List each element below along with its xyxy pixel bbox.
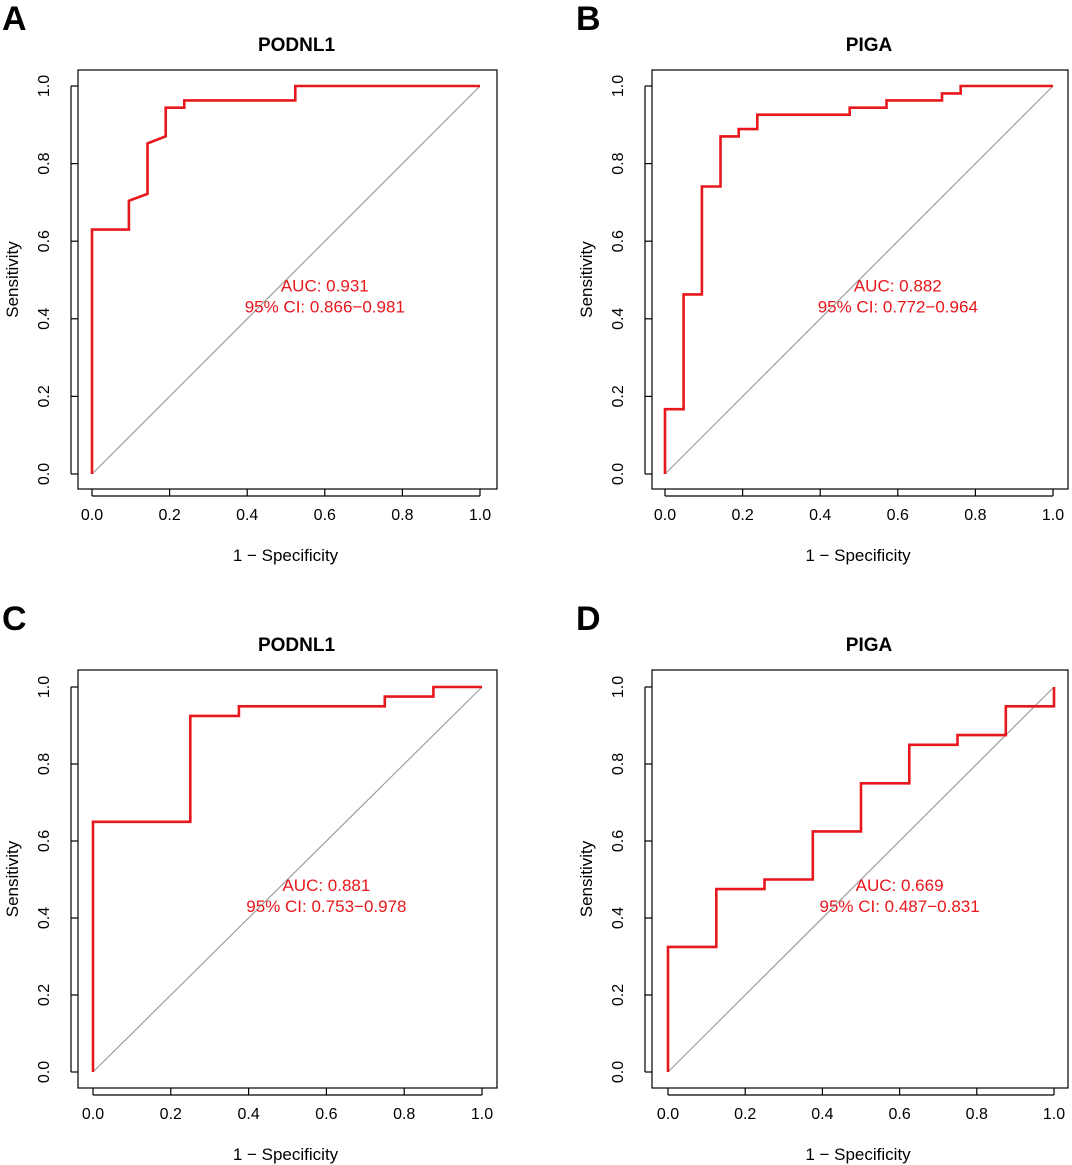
x-tick-label: 1.0 (1043, 1106, 1065, 1123)
panel-letter: D (576, 600, 601, 638)
y-tick-label: 0.6 (36, 230, 53, 252)
auc-annotation: AUC: 0.669 (856, 876, 944, 895)
panel-letter: A (2, 0, 27, 38)
y-tick-label: 0.8 (610, 152, 627, 174)
y-tick-label: 0.6 (610, 230, 627, 252)
x-tick-label: 0.4 (236, 507, 258, 524)
y-tick-label: 0.4 (610, 907, 627, 929)
x-tick-label: 0.8 (393, 1106, 415, 1123)
y-tick-label: 0.2 (610, 984, 627, 1006)
x-axis-label: 1 − Specificity (233, 546, 339, 565)
x-tick-label: 0.2 (734, 1106, 756, 1123)
y-tick-label: 1.0 (610, 676, 627, 698)
x-tick-label: 0.0 (81, 507, 103, 524)
panel-letter: B (576, 0, 601, 38)
y-tick-label: 0.8 (610, 753, 627, 775)
reference-diagonal (91, 85, 481, 475)
y-tick-label: 0.6 (36, 830, 53, 852)
y-tick-label: 0.4 (36, 907, 53, 929)
x-tick-label: 0.8 (391, 507, 413, 524)
plot-frame (77, 69, 498, 490)
y-tick-label: 0.0 (610, 463, 627, 485)
ci-annotation: 95% CI: 0.772−0.964 (818, 298, 978, 317)
roc-curve (90, 84, 480, 474)
roc-curve (663, 84, 1053, 474)
y-tick-label: 0.0 (610, 1061, 627, 1083)
x-axis-label: 1 − Specificity (233, 1145, 339, 1164)
reference-diagonal (667, 686, 1055, 1073)
x-tick-label: 0.0 (654, 507, 676, 524)
x-tick-label: 0.2 (731, 507, 753, 524)
y-axis-label: Sensitivity (577, 241, 596, 318)
plot-frame (651, 69, 1069, 490)
ci-annotation: 95% CI: 0.487−0.831 (819, 897, 979, 916)
y-tick-label: 0.4 (36, 308, 53, 330)
plot-frame (651, 669, 1069, 1089)
reference-diagonal (664, 85, 1054, 475)
panel-c: C PODNL1 0.0 0.2 0.4 0.6 0.8 1.0 0.0 0.2 0.4 0.6 0.8… (2, 600, 498, 1164)
x-tick-label: 0.6 (314, 507, 336, 524)
x-tick-label: 0.6 (888, 1106, 910, 1123)
panel-letter: C (2, 600, 27, 638)
x-tick-label: 0.2 (160, 1106, 182, 1123)
x-tick-label: 1.0 (1042, 507, 1064, 524)
y-tick-label: 0.2 (36, 984, 53, 1006)
y-tick-label: 1.0 (610, 75, 627, 97)
x-tick-label: 0.0 (657, 1106, 679, 1123)
y-tick-label: 0.8 (36, 152, 53, 174)
x-tick-label: 0.6 (315, 1106, 337, 1123)
x-tick-label: 0.2 (158, 507, 180, 524)
x-tick-label: 0.4 (809, 507, 831, 524)
x-tick-label: 1.0 (469, 507, 491, 524)
x-tick-label: 0.8 (966, 1106, 988, 1123)
chart-title: PODNL1 (258, 35, 336, 56)
roc-curve (666, 687, 1056, 1072)
auc-annotation: AUC: 0.882 (854, 277, 942, 296)
reference-diagonal (92, 686, 483, 1073)
x-axis-label: 1 − Specificity (805, 1145, 911, 1164)
y-tick-label: 0.0 (36, 463, 53, 485)
panel-a: A PODNL1 0.0 0.2 0.4 0.6 0.8 1.0 0.0 0.2 0.4 0.6 0.8… (2, 0, 498, 565)
x-tick-label: 0.4 (237, 1106, 259, 1123)
x-tick-label: 0.0 (82, 1106, 104, 1123)
auc-annotation: AUC: 0.931 (281, 277, 369, 296)
x-axis-label: 1 − Specificity (805, 546, 911, 565)
plot-frame (77, 669, 498, 1089)
panel-b: B PIGA 0.0 0.2 0.4 0.6 0.8 1.0 0.0 0.2 0.4 0.6 0.8 1.… (576, 0, 1069, 565)
chart-title: PIGA (846, 635, 893, 656)
y-axis-label: Sensitivity (3, 840, 22, 917)
y-tick-label: 0.2 (610, 385, 627, 407)
x-tick-label: 0.4 (811, 1106, 833, 1123)
y-tick-label: 1.0 (36, 676, 53, 698)
auc-annotation: AUC: 0.881 (282, 876, 370, 895)
y-tick-label: 0.8 (36, 753, 53, 775)
y-axis-label: Sensitivity (3, 241, 22, 318)
y-axis-label: Sensitivity (577, 840, 596, 917)
y-tick-label: 1.0 (36, 75, 53, 97)
ci-annotation: 95% CI: 0.753−0.978 (246, 897, 406, 916)
y-tick-label: 0.6 (610, 830, 627, 852)
x-tick-label: 0.8 (964, 507, 986, 524)
ci-annotation: 95% CI: 0.866−0.981 (245, 298, 405, 317)
panel-d: D PIGA 0.0 0.2 0.4 0.6 0.8 1.0 0.0 0.2 0.4 0.6 0.8 1.… (576, 600, 1069, 1164)
x-tick-label: 0.6 (887, 507, 909, 524)
y-tick-label: 0.4 (610, 308, 627, 330)
x-tick-label: 1.0 (471, 1106, 493, 1123)
chart-title: PIGA (846, 35, 893, 56)
roc-curve (91, 685, 482, 1072)
y-tick-label: 0.0 (36, 1061, 53, 1083)
chart-title: PODNL1 (258, 635, 336, 656)
y-tick-label: 0.2 (36, 385, 53, 407)
